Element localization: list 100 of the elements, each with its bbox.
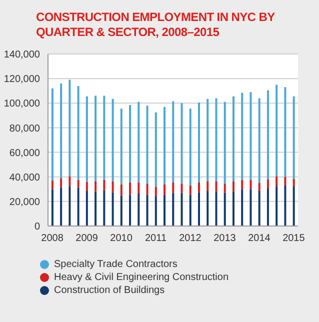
y-tick-label: 80,000	[9, 123, 40, 134]
bar	[112, 192, 114, 226]
bar	[112, 181, 114, 192]
bar	[266, 179, 269, 189]
bar	[103, 180, 106, 190]
bar	[224, 184, 226, 193]
bar	[258, 98, 260, 183]
bar	[86, 182, 88, 191]
bar	[250, 189, 252, 226]
bar	[68, 176, 71, 186]
bar	[94, 181, 97, 192]
bar	[164, 106, 166, 184]
x-tick-label: 2010	[110, 233, 133, 244]
y-tick-label: 140,000	[4, 50, 40, 61]
bar	[224, 192, 226, 226]
bar	[60, 178, 62, 188]
bar	[154, 196, 157, 226]
bar	[103, 190, 106, 226]
bar	[292, 96, 295, 179]
bar	[172, 101, 174, 182]
bar	[232, 181, 234, 192]
bar	[51, 88, 54, 181]
legend-label: Construction of Buildings	[54, 285, 165, 296]
y-tick-label: 40,000	[9, 172, 40, 184]
bar	[180, 184, 183, 193]
y-tick-label: 60,000	[9, 148, 40, 159]
bar	[198, 182, 200, 192]
legend-label: Heavy & Civil Engineering Construction	[54, 272, 229, 283]
bar	[215, 192, 218, 226]
bar	[51, 189, 54, 226]
bar	[164, 184, 166, 195]
bar	[60, 187, 62, 226]
bar	[138, 182, 140, 194]
bar	[189, 194, 192, 226]
bar	[206, 181, 209, 191]
bar	[284, 87, 286, 177]
bar	[224, 102, 226, 184]
bar	[154, 186, 157, 196]
bar	[292, 178, 295, 186]
y-tick-label: 120,000	[4, 74, 40, 86]
bar	[250, 92, 252, 180]
bar	[258, 190, 260, 226]
bar	[164, 194, 166, 226]
bar	[266, 188, 269, 226]
chart-title: CONSTRUCTION EMPLOYMENT IN NYC BY QUARTER & SECTOR, 2008–2015	[35, 9, 276, 40]
bar	[206, 98, 209, 182]
bar	[146, 194, 148, 226]
bar	[154, 112, 157, 187]
bar	[241, 189, 244, 226]
bar	[86, 96, 88, 182]
x-tick-label: 2009	[76, 233, 98, 244]
bar	[146, 184, 148, 195]
bar	[60, 83, 62, 178]
bar	[138, 102, 140, 182]
bar	[180, 192, 183, 226]
y-tick-label: 20,000	[9, 196, 40, 208]
bar	[215, 98, 218, 182]
bar	[120, 195, 122, 226]
bar	[103, 96, 106, 180]
legend-label: Specialty Trade Contractors	[54, 259, 178, 270]
bar	[215, 181, 218, 192]
bar	[172, 192, 174, 226]
bar	[120, 108, 122, 184]
bar	[266, 90, 269, 180]
bar	[112, 98, 114, 182]
bar	[138, 193, 140, 226]
bar	[146, 106, 148, 184]
bar	[284, 176, 286, 186]
bar	[206, 190, 209, 226]
bar	[172, 182, 174, 193]
bar	[68, 186, 71, 226]
bar	[94, 96, 97, 182]
bar	[189, 185, 192, 195]
x-tick-label: 2013	[214, 233, 236, 244]
bar	[232, 96, 234, 182]
bar	[77, 180, 80, 188]
y-tick-label: 100,000	[4, 98, 40, 110]
x-tick-label: 2011	[145, 233, 167, 244]
bar	[120, 184, 122, 196]
bar	[129, 194, 132, 226]
y-tick-label: 0	[34, 222, 40, 233]
x-tick-label: 2008	[41, 233, 64, 244]
bar	[129, 104, 132, 182]
x-tick-label: 2015	[282, 233, 306, 244]
bar	[189, 108, 192, 186]
bar	[198, 102, 200, 182]
bar	[68, 80, 71, 176]
bar	[129, 182, 132, 195]
bar	[284, 185, 286, 226]
bar	[94, 192, 97, 226]
bar	[86, 190, 88, 226]
x-tick-label: 2012	[179, 233, 202, 244]
bar	[241, 92, 244, 180]
bar	[198, 192, 200, 226]
bar	[77, 187, 80, 226]
bar	[276, 84, 278, 176]
bar	[258, 183, 260, 191]
bar	[232, 192, 234, 226]
bar	[276, 186, 278, 226]
bar	[250, 180, 252, 190]
